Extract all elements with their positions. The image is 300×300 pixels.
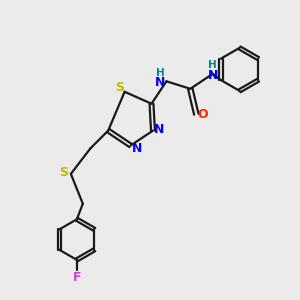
Text: O: O [197,108,208,121]
Text: N: N [155,76,166,89]
Text: S: S [59,166,68,179]
Text: N: N [154,123,165,136]
Text: H: H [208,61,217,70]
Text: N: N [208,69,218,82]
Text: N: N [132,142,142,155]
Text: S: S [115,81,124,94]
Text: H: H [156,68,165,78]
Text: F: F [73,271,81,284]
